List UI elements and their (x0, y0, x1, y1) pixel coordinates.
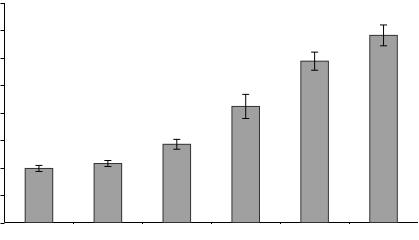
bar (162, 143, 192, 224)
error-bar (35, 164, 43, 172)
error-bar (380, 24, 388, 47)
bar (300, 60, 329, 224)
bar (369, 34, 398, 223)
error-bar (242, 93, 250, 120)
bar (24, 167, 54, 223)
bar (93, 163, 123, 223)
error-bar (173, 138, 181, 150)
bar (231, 105, 260, 223)
error-bar (311, 51, 319, 71)
chart (0, 3, 418, 224)
error-bar (104, 159, 112, 168)
